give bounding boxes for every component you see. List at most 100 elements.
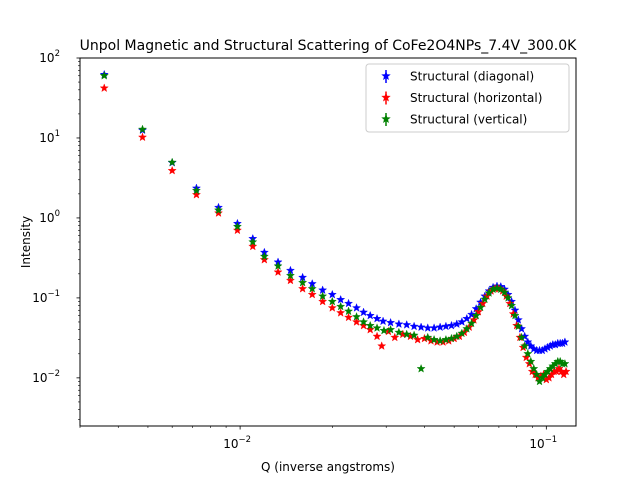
series-1-point-26 [416, 322, 426, 332]
series-1-point-22 [386, 317, 396, 327]
series-3-point-12 [307, 284, 317, 293]
series-2-point-10 [285, 275, 295, 285]
series-3-point-36 [471, 310, 481, 320]
series-2-point-9 [273, 267, 283, 276]
series-3-point-2 [137, 124, 148, 134]
series-3-point-53 [532, 369, 542, 379]
series-3-point-51 [526, 356, 536, 366]
series-3-point-21 [379, 325, 389, 335]
series-3-point-23 [394, 327, 404, 337]
series-3-point-34 [462, 324, 472, 333]
series-3-point-11 [298, 277, 308, 287]
series-2-point-36 [469, 315, 479, 324]
series-3-point-52 [529, 363, 539, 373]
series-2-point-2 [137, 132, 148, 142]
legend-label-3: Structural (vertical) [410, 113, 527, 127]
series-1-point-24 [402, 320, 412, 329]
series-2-point-11 [298, 284, 308, 293]
series-1-point-17 [351, 303, 362, 312]
series-3-point-19 [365, 320, 375, 330]
series-2-point-26 [413, 334, 423, 344]
series-3-point-54 [534, 376, 545, 386]
series-2-point-65 [561, 366, 571, 376]
series-3-point-48 [517, 332, 527, 342]
series-1-point-14 [327, 289, 337, 299]
series-1-point-18 [359, 307, 369, 317]
series-1-point-35 [467, 309, 477, 319]
series-3-point-20 [372, 323, 382, 332]
legend-star-icon [381, 70, 391, 81]
series-3-point-15 [336, 301, 346, 311]
series-3-point-28 [429, 334, 439, 344]
series-3-point-50 [523, 349, 533, 358]
series-2-point-3 [167, 165, 177, 175]
series-3-point-9 [273, 261, 283, 270]
series-3-point-47 [513, 321, 523, 331]
series-1-point-20 [372, 313, 382, 323]
series-2-point-14 [327, 303, 337, 312]
series-3 [99, 70, 570, 386]
legend: Structural (diagonal) Structural (horizon… [365, 63, 570, 133]
series-3-point-24 [402, 329, 412, 339]
series-2-point-15 [336, 308, 346, 317]
series-2-point-13 [318, 296, 328, 306]
series-3-point-27 [423, 332, 433, 342]
x-axis-label: Q (inverse angstroms) [261, 460, 395, 474]
plot-area [99, 69, 571, 386]
series-2-point-6 [232, 225, 242, 235]
series-3-point-1 [99, 70, 109, 80]
series-3-point-31 [446, 333, 456, 343]
series-3-point-35 [467, 318, 477, 328]
legend-label-1: Structural (diagonal) [410, 70, 534, 84]
legend-item-2: Structural (horizontal) [381, 91, 542, 105]
chart-title: Unpol Magnetic and Structural Scattering… [80, 38, 578, 54]
series-1-point-64 [560, 337, 570, 346]
series-2-point-20 [372, 331, 382, 341]
series-3-point-22 [386, 324, 396, 334]
series-2-point-7 [248, 241, 258, 251]
series-2-point-8 [259, 254, 269, 264]
series-3-point-45 [507, 300, 517, 310]
series-2-point-16 [344, 312, 354, 322]
series-3-point-38 [480, 294, 490, 304]
series-1-point-25 [409, 321, 419, 331]
series-1-point-19 [365, 310, 375, 320]
y-axis-label: Intensity [19, 216, 33, 268]
legend-label-2: Structural (horizontal) [410, 91, 542, 105]
series-3-point-4 [191, 185, 201, 195]
series-3-point-3 [167, 157, 177, 167]
legend-item-1: Structural (diagonal) [381, 70, 534, 84]
series-2-point-23 [390, 332, 400, 342]
series-3-point-64 [560, 359, 570, 368]
series-2-point-37 [473, 307, 483, 316]
legend-box [365, 63, 570, 133]
series-2-point-12 [307, 289, 317, 299]
series-2-point-19 [365, 324, 375, 334]
series-3-point-16 [344, 306, 354, 316]
series-2-point-1 [99, 83, 109, 92]
legend-item-3: Structural (vertical) [381, 113, 527, 127]
legend-star-icon [381, 113, 391, 124]
series-3-point-6 [232, 221, 242, 231]
series-2-point-5 [213, 208, 224, 217]
series-3-point-8 [259, 251, 269, 261]
series-1-point-50 [523, 337, 533, 346]
series-3-point-14 [327, 296, 337, 306]
series-1-point-21 [378, 316, 388, 326]
series-3-point-18 [359, 317, 369, 326]
series-2-point-4 [191, 189, 201, 199]
series-3-point-25 [409, 330, 419, 340]
series-3-point-37 [476, 302, 486, 312]
legend-star-icon [381, 92, 391, 102]
series-3-point-44 [503, 293, 513, 302]
series-3-point-17 [351, 312, 362, 321]
series-3-point-26 [416, 363, 426, 373]
series-1-point-16 [344, 298, 354, 308]
series-3-point-10 [285, 270, 295, 280]
series-1-point-15 [336, 294, 346, 304]
series-3-point-13 [318, 291, 328, 301]
series-3-point-5 [213, 205, 224, 215]
series-3-point-46 [510, 310, 520, 320]
series-1-point-23 [394, 319, 404, 328]
